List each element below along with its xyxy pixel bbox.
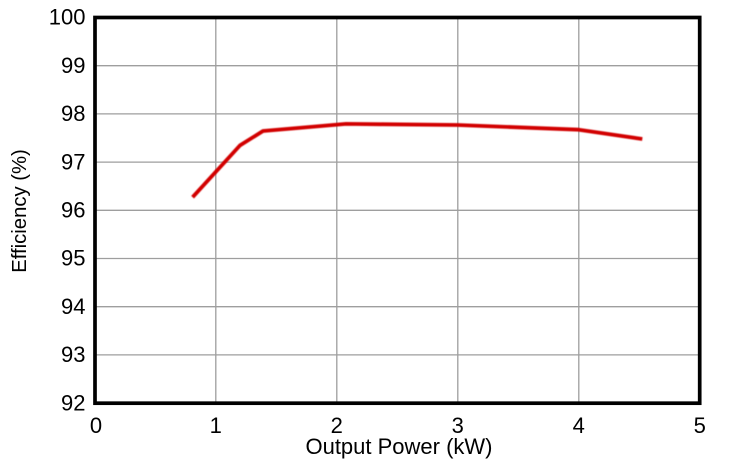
svg-text:92: 92 [61, 390, 85, 415]
svg-text:3: 3 [452, 413, 464, 438]
svg-text:98: 98 [61, 101, 85, 126]
svg-text:99: 99 [61, 53, 85, 78]
svg-text:1: 1 [210, 413, 222, 438]
svg-text:5: 5 [694, 413, 706, 438]
svg-text:93: 93 [61, 342, 85, 367]
svg-text:94: 94 [61, 294, 85, 319]
svg-text:97: 97 [61, 149, 85, 174]
svg-text:Efficiency (%): Efficiency (%) [9, 149, 31, 273]
svg-text:0: 0 [90, 413, 102, 438]
svg-text:4: 4 [573, 413, 585, 438]
svg-text:100: 100 [49, 5, 86, 30]
svg-text:96: 96 [61, 198, 85, 223]
svg-text:2: 2 [331, 413, 343, 438]
svg-text:95: 95 [61, 246, 85, 271]
svg-text:Output Power (kW): Output Power (kW) [305, 434, 492, 459]
